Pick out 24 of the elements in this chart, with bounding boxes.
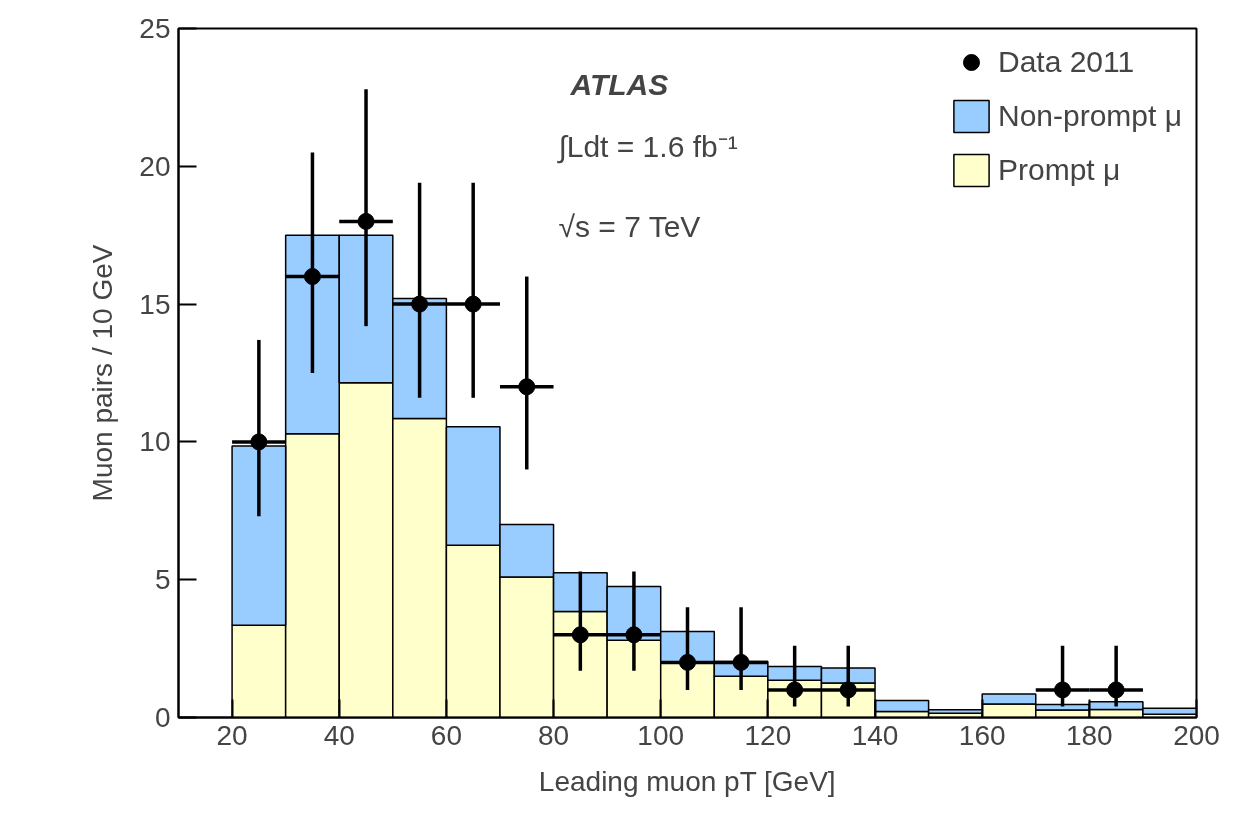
- annotation: ATLAS: [569, 67, 669, 101]
- annotation: √s = 7 TeV: [558, 209, 701, 243]
- x-tick-label: 120: [744, 719, 792, 751]
- legend-label: Non-prompt μ: [997, 99, 1182, 133]
- y-tick-label: 20: [139, 150, 171, 182]
- x-tick-label: 20: [216, 719, 248, 751]
- x-tick-label: 200: [1173, 719, 1220, 751]
- x-tick-label: 100: [637, 719, 685, 751]
- legend-label: Prompt μ: [997, 153, 1121, 187]
- x-tick-label: 160: [958, 719, 1006, 751]
- annotation: ∫Ldt = 1.6 fb⁻¹: [556, 129, 738, 164]
- y-tick-label: 0: [154, 702, 171, 733]
- legend-label: Data 2011: [997, 45, 1135, 79]
- y-tick-label: 5: [154, 564, 171, 596]
- x-tick-label: 40: [323, 719, 355, 751]
- y-tick-label: 10: [139, 426, 171, 458]
- x-tick-label: 80: [537, 719, 570, 751]
- y-tick-label: 25: [139, 13, 171, 44]
- x-tick-label: 60: [430, 719, 462, 751]
- x-tick-label: 140: [851, 719, 899, 751]
- x-tick-label: 180: [1065, 719, 1113, 751]
- y-axis-title: Muon pairs / 10 GeV: [87, 244, 119, 502]
- x-axis-title: Leading muon pT [GeV]: [538, 765, 836, 797]
- y-tick-label: 15: [139, 288, 171, 320]
